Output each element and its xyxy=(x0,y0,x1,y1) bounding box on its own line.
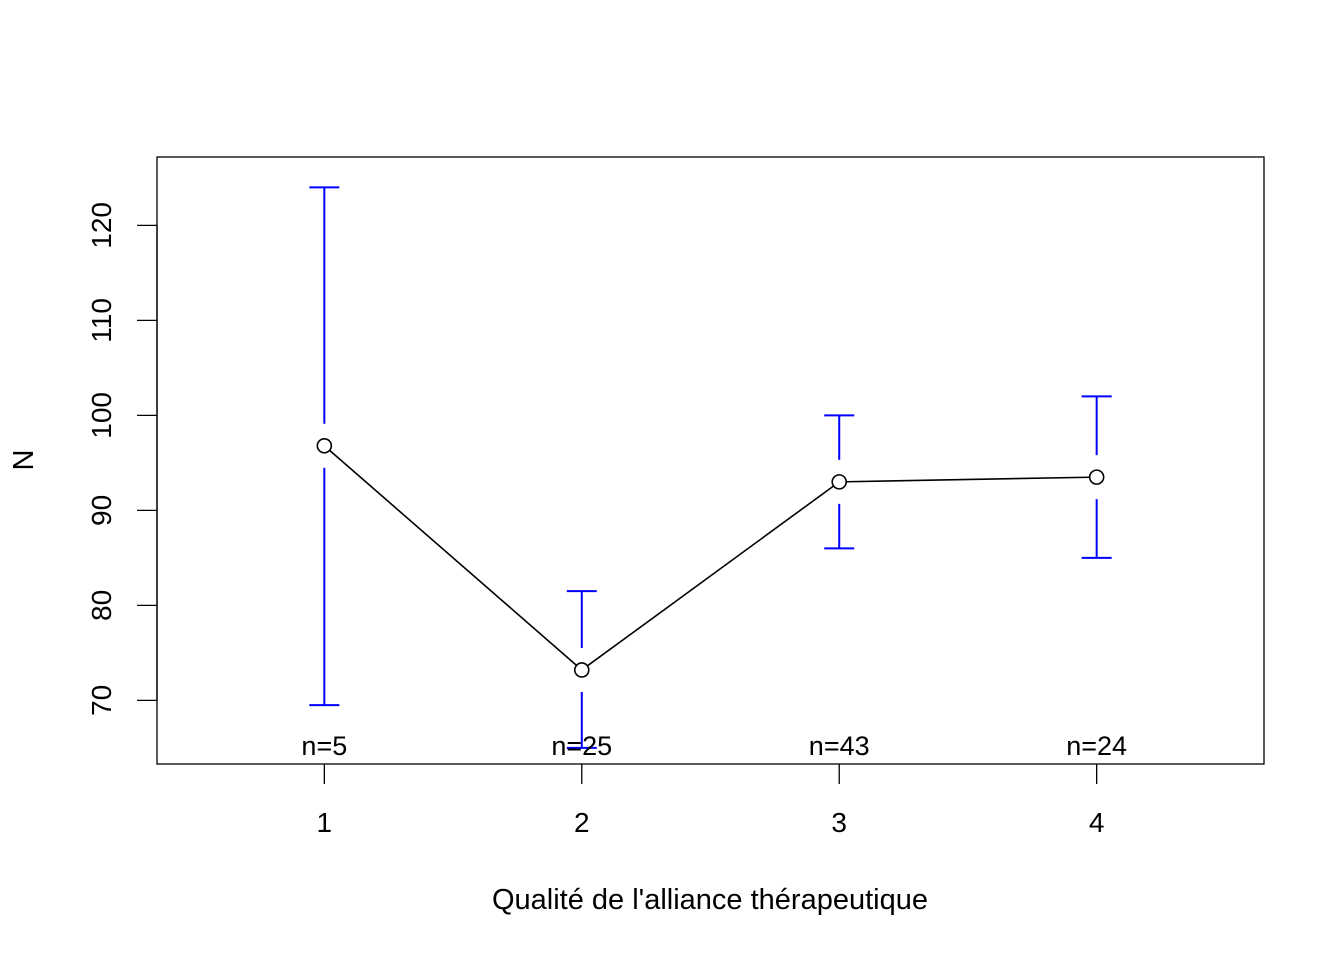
data-points xyxy=(316,437,1105,678)
series-line-group xyxy=(329,449,1090,667)
y-tick-label: 90 xyxy=(86,495,117,526)
error-bars xyxy=(309,186,1112,749)
n-label: n=43 xyxy=(809,731,870,761)
x-tick-label: 1 xyxy=(317,807,333,838)
x-tick-label: 2 xyxy=(574,807,590,838)
y-tick-label: 70 xyxy=(86,685,117,716)
y-tick-label: 80 xyxy=(86,590,117,621)
y-tick-label: 120 xyxy=(86,202,117,249)
x-tick-label: 3 xyxy=(831,807,847,838)
data-point xyxy=(573,662,590,678)
y-tick-label: 100 xyxy=(86,392,117,439)
y-axis-label: N xyxy=(8,450,40,471)
data-point xyxy=(1088,469,1105,485)
x-axis-label: Qualité de l'alliance thérapeutique xyxy=(492,884,928,916)
data-point xyxy=(831,474,848,490)
series-line-segment xyxy=(586,485,835,667)
data-point xyxy=(316,437,333,454)
y-tick-label: 110 xyxy=(86,298,117,343)
x-axis: 1 2 3 4 xyxy=(317,764,1105,838)
n-label: n=25 xyxy=(551,731,612,761)
n-label: n=5 xyxy=(301,731,347,761)
x-tick-label: 4 xyxy=(1089,807,1105,838)
n-labels: n=5 n=25 n=43 n=24 xyxy=(301,731,1127,761)
plot-box xyxy=(156,156,1265,765)
series-line-segment xyxy=(846,476,1090,483)
series-line-segment xyxy=(329,449,578,666)
y-axis: 70 80 90 100 110 120 xyxy=(86,202,158,716)
n-label: n=24 xyxy=(1066,731,1127,761)
